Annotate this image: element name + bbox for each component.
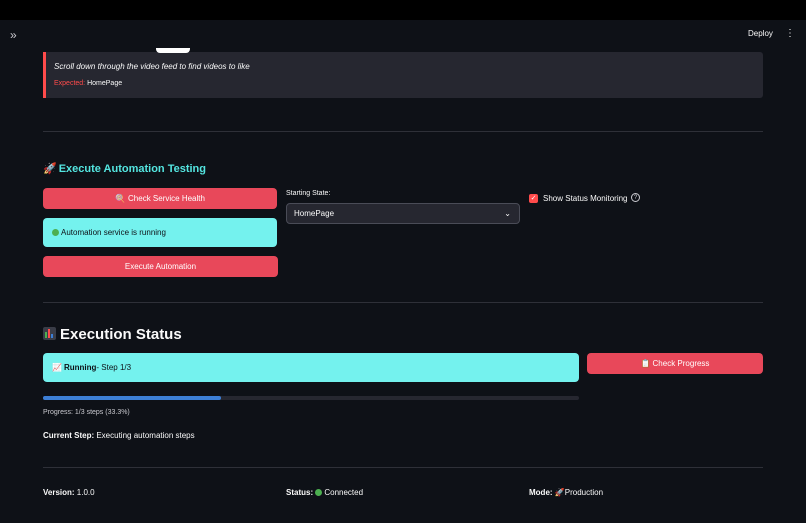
bar-chart-icon (43, 327, 56, 340)
deploy-button[interactable]: Deploy (748, 29, 773, 38)
card-tab-indicator (156, 48, 190, 53)
chevron-down-icon: ⌄ (504, 209, 511, 218)
divider (43, 302, 763, 303)
current-step-label: Current Step: (43, 431, 95, 440)
progress-bar (43, 396, 579, 400)
check-service-health-button[interactable]: 🍭 Check Service Health (43, 188, 277, 209)
task-description: Scroll down through the video feed to fi… (54, 62, 250, 71)
help-icon[interactable]: ? (631, 193, 640, 202)
automation-section-title: 🚀 Execute Automation Testing (43, 163, 206, 175)
task-card: Scroll down through the video feed to fi… (43, 48, 763, 98)
expand-sidebar-icon[interactable]: » (10, 28, 17, 42)
starting-state-select[interactable]: HomePage ⌄ (286, 203, 520, 224)
footer-mode: Mode: 🚀Production (529, 488, 604, 497)
expected-label: Expected: (54, 80, 86, 87)
current-step-value: Executing automation steps (94, 431, 195, 440)
running-label: Running (63, 363, 97, 372)
current-step: Current Step: Executing automation steps (43, 431, 195, 440)
progress-text: Progress: 1/3 steps (33.3%) (43, 409, 130, 416)
running-step: - Step 1/3 (96, 363, 132, 372)
expected-state: Expected: HomePage (54, 80, 122, 87)
check-progress-button[interactable]: 📋 Check Progress (587, 353, 763, 374)
kebab-menu-icon[interactable]: ⋮ (785, 28, 795, 39)
progress-bar-fill (43, 396, 222, 400)
running-status-box: 📈 Running - Step 1/3 (43, 353, 579, 382)
show-status-monitoring-label: Show Status Monitoring (543, 194, 628, 203)
execute-automation-button[interactable]: Execute Automation (43, 256, 278, 277)
service-status-text: Automation service is running (61, 228, 166, 237)
rocket-icon: 🚀 (554, 488, 565, 497)
starting-state-label: Starting State: (286, 190, 331, 197)
execution-status-title: Execution Status (43, 326, 182, 343)
green-circle-icon (52, 229, 59, 236)
service-status-box: Automation service is running (43, 218, 277, 247)
top-bar (0, 0, 806, 20)
lollipop-icon: 🍭 (115, 194, 126, 203)
starting-state-value: HomePage (294, 209, 335, 218)
rocket-icon: 🚀 (43, 163, 57, 175)
expected-value: HomePage (87, 80, 123, 87)
app-header: » Deploy ⋮ (0, 20, 806, 52)
show-status-monitoring-checkbox[interactable]: ✓ (529, 194, 538, 203)
chart-up-icon: 📈 (52, 363, 62, 372)
footer-version: Version: 1.0.0 (43, 488, 95, 497)
green-circle-icon (315, 489, 323, 496)
clipboard-icon: 📋 (640, 359, 651, 368)
divider (43, 131, 763, 132)
divider (43, 467, 763, 468)
footer-status: Status: Connected (286, 488, 364, 497)
